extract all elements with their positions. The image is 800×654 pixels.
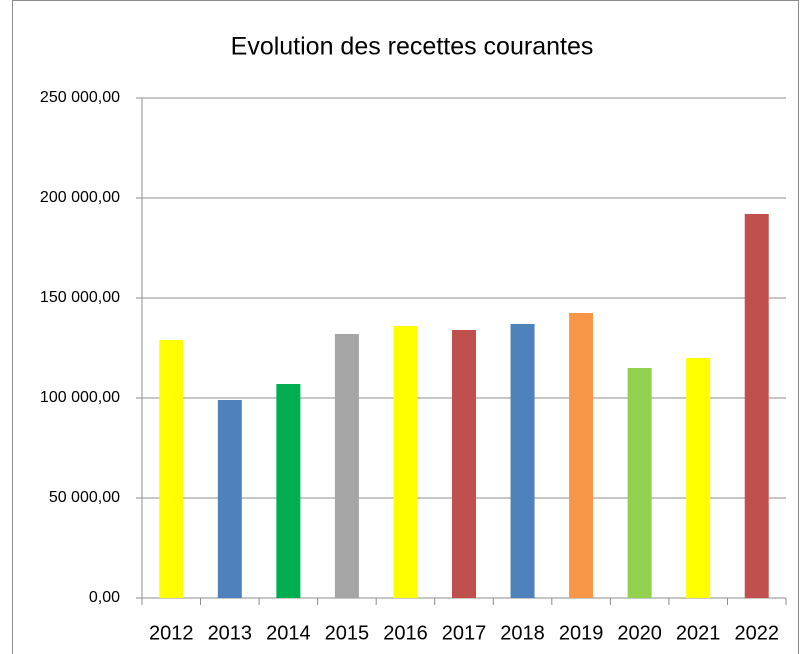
x-tick-label: 2014 [266, 622, 311, 644]
bar [276, 384, 301, 598]
x-tick-label: 2018 [500, 622, 545, 644]
bar [686, 358, 711, 598]
y-tick-label: 200 000,00 [40, 189, 120, 206]
x-tick-label: 2016 [383, 622, 428, 644]
bar [510, 324, 535, 598]
x-tick-label: 2022 [734, 622, 779, 644]
chart-title: Evolution des recettes courantes [231, 33, 594, 61]
bar [393, 326, 418, 598]
x-tick-label: 2021 [676, 622, 721, 644]
x-tick-label: 2013 [208, 622, 253, 644]
bar [452, 330, 476, 598]
bar [334, 334, 359, 598]
y-tick-label: 100 000,00 [40, 389, 120, 406]
x-tick-label: 2019 [559, 622, 604, 644]
x-tick-label: 2017 [442, 622, 487, 644]
chart-frame [12, 0, 799, 654]
y-tick-label: 150 000,00 [40, 289, 120, 306]
y-tick-label: 0,00 [89, 589, 120, 606]
x-tick-label: 2012 [149, 622, 194, 644]
bar [627, 368, 652, 598]
x-tick-label: 2020 [617, 622, 662, 644]
x-tick-label: 2015 [325, 622, 370, 644]
bar [744, 214, 769, 598]
bar [217, 400, 242, 598]
bar [159, 340, 184, 598]
y-tick-label: 250 000,00 [40, 89, 120, 106]
bar [569, 313, 594, 598]
y-tick-label: 50 000,00 [49, 489, 120, 506]
